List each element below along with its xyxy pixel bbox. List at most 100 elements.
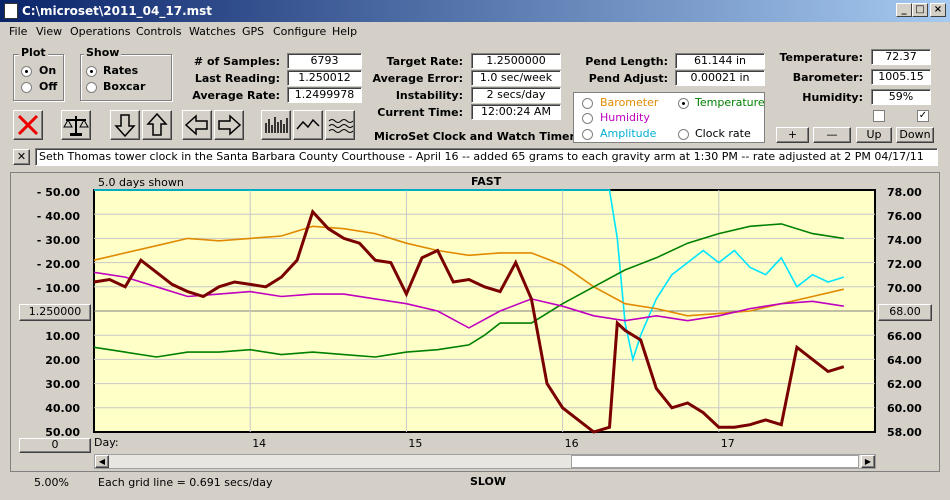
barometer-option-label: Barometer	[600, 96, 659, 109]
menu-gps[interactable]: GPS	[242, 25, 265, 38]
left-tick-label: - 10.00	[37, 282, 81, 295]
menu-bar: File View Operations Controls Watches GP…	[0, 22, 950, 41]
right-tick-label: 76.00	[887, 210, 922, 223]
app-name-label: MicroSet Clock and Watch Timer	[374, 130, 575, 143]
horizontal-scrollbar[interactable]: ◀ ▶	[94, 454, 876, 469]
maximize-button[interactable]: □	[912, 3, 928, 17]
down-arrow-button[interactable]	[110, 110, 140, 140]
menu-watches[interactable]: Watches	[189, 25, 236, 38]
average-error-field: 1.0 sec/week	[471, 70, 561, 86]
temperature-radio[interactable]	[678, 98, 689, 109]
target-rate-field[interactable]: 1.2500000	[471, 53, 561, 69]
right-tick-label: 62.00	[887, 378, 922, 391]
wave-view-button[interactable]	[325, 110, 355, 140]
average-rate-field: 1.2499978	[287, 87, 362, 103]
minimize-button[interactable]: _	[896, 3, 912, 17]
red-x-icon	[17, 114, 39, 136]
menu-operations[interactable]: Operations	[70, 25, 131, 38]
humidity-option-label: Humidity	[600, 111, 650, 124]
right-tick-label: 78.00	[887, 186, 922, 199]
title-bar: C:\microset\2011_04_17.mst _ □ ×	[0, 0, 950, 22]
left-center-button[interactable]: 1.250000	[19, 304, 91, 321]
series-line	[93, 223, 844, 358]
last-reading-field: 1.250012	[287, 70, 362, 86]
show-rates-radio[interactable]	[86, 66, 97, 77]
arrow-left-icon	[184, 114, 208, 136]
left-tick-label: - 50.00	[37, 186, 81, 199]
axis-up-button[interactable]: Up	[856, 127, 892, 143]
x-tick-label: 14	[252, 437, 266, 450]
right-tick-label: 70.00	[887, 282, 922, 295]
amplitude-option-label: Amplitude	[600, 127, 657, 140]
axis-down-button[interactable]: Down	[896, 127, 934, 143]
menu-configure[interactable]: Configure	[273, 25, 327, 38]
left-zero-button[interactable]: 0	[19, 438, 91, 453]
pend-adjust-label: Pend Adjust:	[588, 72, 668, 85]
scroll-thumb[interactable]	[571, 455, 859, 468]
right-tick-label: 58.00	[887, 426, 922, 439]
plot-on-radio[interactable]	[21, 66, 32, 77]
series-line	[93, 271, 844, 329]
scroll-left-arrow-icon[interactable]: ◀	[95, 455, 109, 468]
pend-length-label: Pend Length:	[585, 55, 668, 68]
scale-icon	[63, 116, 89, 136]
average-error-label: Average Error:	[372, 72, 463, 85]
axis-plus-button[interactable]: +	[776, 127, 809, 143]
series-line	[93, 225, 844, 317]
checkbox-left[interactable]	[873, 110, 885, 122]
show-boxcar-radio[interactable]	[86, 82, 97, 93]
menu-view[interactable]: View	[36, 25, 63, 38]
last-reading-label: Last Reading:	[194, 72, 280, 85]
humidity-radio[interactable]	[582, 113, 593, 124]
line-graph-icon	[296, 118, 320, 130]
left-tick-label: 10.00	[45, 330, 80, 343]
plot-off-label: Off	[39, 80, 58, 93]
clock-rate-radio[interactable]	[678, 129, 689, 140]
axis-minus-button[interactable]: —	[813, 127, 851, 143]
menu-help[interactable]: Help	[332, 25, 358, 38]
days-shown-label: 5.0 days shown	[98, 176, 184, 189]
left-arrow-button[interactable]	[182, 110, 212, 140]
close-window-button[interactable]: ×	[930, 3, 946, 17]
amplitude-radio[interactable]	[582, 129, 593, 140]
menu-controls[interactable]: Controls	[136, 25, 182, 38]
series-line	[94, 189, 845, 363]
temperature-label: Temperature:	[779, 51, 863, 64]
plot-off-radio[interactable]	[21, 82, 32, 93]
series-line	[93, 208, 845, 434]
clock-rate-option-label: Clock rate	[695, 127, 751, 140]
barometer-label: Barometer:	[792, 71, 863, 84]
bars-view-button[interactable]	[261, 110, 291, 140]
plot-group-title: Plot	[19, 46, 48, 59]
left-tick-label: 50.00	[45, 426, 80, 439]
wave-icon	[328, 119, 354, 133]
samples-field: 6793	[287, 53, 362, 69]
show-group	[80, 54, 172, 101]
pend-length-field[interactable]: 61.144 in	[675, 53, 765, 69]
pend-adjust-field[interactable]: 0.00021 in	[675, 70, 765, 86]
x-tick-label: 16	[565, 437, 579, 450]
day-axis-label: Day:	[94, 436, 119, 449]
percent-label: 5.00%	[34, 476, 69, 489]
right-tick-label: 72.00	[887, 258, 922, 271]
note-field[interactable]: Seth Thomas tower clock in the Santa Bar…	[35, 148, 938, 166]
show-boxcar-label: Boxcar	[103, 80, 146, 93]
left-tick-label: 40.00	[45, 402, 80, 415]
balance-button[interactable]	[61, 110, 91, 140]
bars-icon	[265, 117, 288, 133]
temperature-option-label: Temperature	[695, 96, 765, 109]
current-time-label: Current Time:	[377, 106, 463, 119]
right-tick-label: 60.00	[887, 402, 922, 415]
up-arrow-button[interactable]	[142, 110, 172, 140]
line-view-button[interactable]	[293, 110, 323, 140]
note-close-button[interactable]: ✕	[13, 149, 30, 165]
right-tick-label: 74.00	[887, 234, 922, 247]
stop-button[interactable]	[13, 110, 43, 140]
checkbox-right[interactable]: ✓	[917, 110, 929, 122]
scroll-right-arrow-icon[interactable]: ▶	[861, 455, 875, 468]
menu-file[interactable]: File	[9, 25, 28, 38]
barometer-radio[interactable]	[582, 98, 593, 109]
right-arrow-button[interactable]	[214, 110, 244, 140]
right-center-button[interactable]: 68.00	[878, 304, 932, 321]
